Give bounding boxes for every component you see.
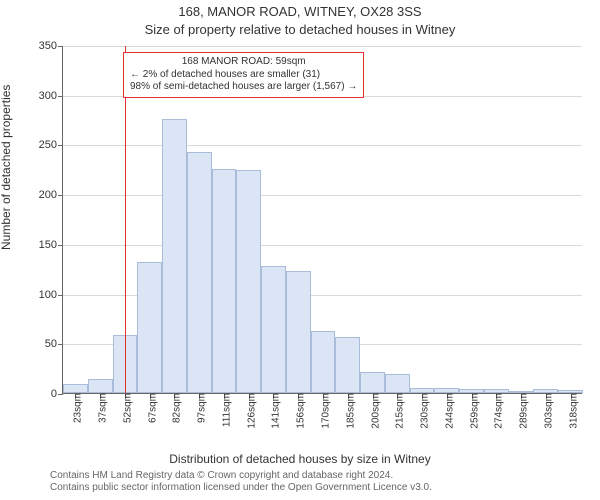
x-tick-label: 126sqm	[240, 393, 257, 429]
x-tick-label: 318sqm	[562, 393, 579, 429]
y-gridline	[63, 245, 582, 246]
y-tick-label: 300	[39, 90, 63, 102]
y-gridline	[63, 46, 582, 47]
histogram-bar	[63, 384, 88, 393]
x-tick-label: 215sqm	[389, 393, 406, 429]
plot-area: 05010015020025030035023sqm37sqm52sqm67sq…	[62, 46, 582, 394]
x-tick-label: 185sqm	[339, 393, 356, 429]
x-tick-label: 141sqm	[265, 393, 282, 429]
y-tick-label: 200	[39, 189, 63, 201]
y-tick-label: 250	[39, 139, 63, 151]
reference-line	[125, 46, 126, 393]
histogram-bar	[88, 379, 113, 393]
x-tick-label: 303sqm	[537, 393, 554, 429]
y-tick-label: 0	[51, 388, 63, 400]
x-tick-label: 97sqm	[191, 393, 208, 423]
x-tick-label: 274sqm	[488, 393, 505, 429]
annotation-line: 98% of semi-detached houses are larger (…	[130, 81, 357, 94]
histogram-bar	[311, 331, 336, 393]
footer-line1: Contains HM Land Registry data © Crown c…	[50, 470, 590, 482]
y-tick-label: 150	[39, 239, 63, 251]
y-tick-label: 50	[45, 338, 63, 350]
histogram-bar	[236, 170, 261, 393]
histogram-bar	[385, 374, 410, 393]
annotation-line: ← 2% of detached houses are smaller (31)	[130, 69, 357, 82]
y-tick-label: 100	[39, 289, 63, 301]
histogram-bar	[286, 271, 311, 393]
y-gridline	[63, 145, 582, 146]
x-tick-label: 37sqm	[92, 393, 109, 423]
x-tick-label: 289sqm	[513, 393, 530, 429]
chart-container: 168, MANOR ROAD, WITNEY, OX28 3SS Size o…	[0, 0, 600, 500]
chart-title-line2: Size of property relative to detached ho…	[0, 22, 600, 37]
x-tick-label: 259sqm	[463, 393, 480, 429]
histogram-bar	[360, 372, 385, 393]
histogram-bar	[187, 152, 212, 393]
footer-line2: Contains public sector information licen…	[50, 482, 590, 494]
histogram-bar	[137, 262, 162, 393]
x-tick-label: 111sqm	[215, 393, 232, 427]
footer-attribution: Contains HM Land Registry data © Crown c…	[50, 470, 590, 494]
x-tick-label: 52sqm	[116, 393, 133, 423]
x-tick-label: 244sqm	[438, 393, 455, 429]
x-tick-label: 82sqm	[166, 393, 183, 423]
y-axis-label: Number of detached properties	[0, 85, 13, 250]
x-tick-label: 230sqm	[414, 393, 431, 429]
histogram-bar	[162, 119, 187, 393]
histogram-bar	[212, 169, 237, 393]
x-axis-label: Distribution of detached houses by size …	[0, 452, 600, 466]
x-tick-label: 23sqm	[67, 393, 84, 423]
x-tick-label: 200sqm	[364, 393, 381, 429]
histogram-bar	[335, 337, 360, 393]
x-tick-label: 170sqm	[315, 393, 332, 429]
y-tick-label: 350	[39, 40, 63, 52]
x-tick-label: 67sqm	[141, 393, 158, 423]
histogram-bar	[261, 266, 286, 393]
annotation-line: 168 MANOR ROAD: 59sqm	[130, 56, 357, 69]
y-gridline	[63, 195, 582, 196]
x-tick-label: 156sqm	[290, 393, 307, 429]
chart-title-line1: 168, MANOR ROAD, WITNEY, OX28 3SS	[0, 4, 600, 19]
annotation-box: 168 MANOR ROAD: 59sqm← 2% of detached ho…	[123, 52, 364, 98]
